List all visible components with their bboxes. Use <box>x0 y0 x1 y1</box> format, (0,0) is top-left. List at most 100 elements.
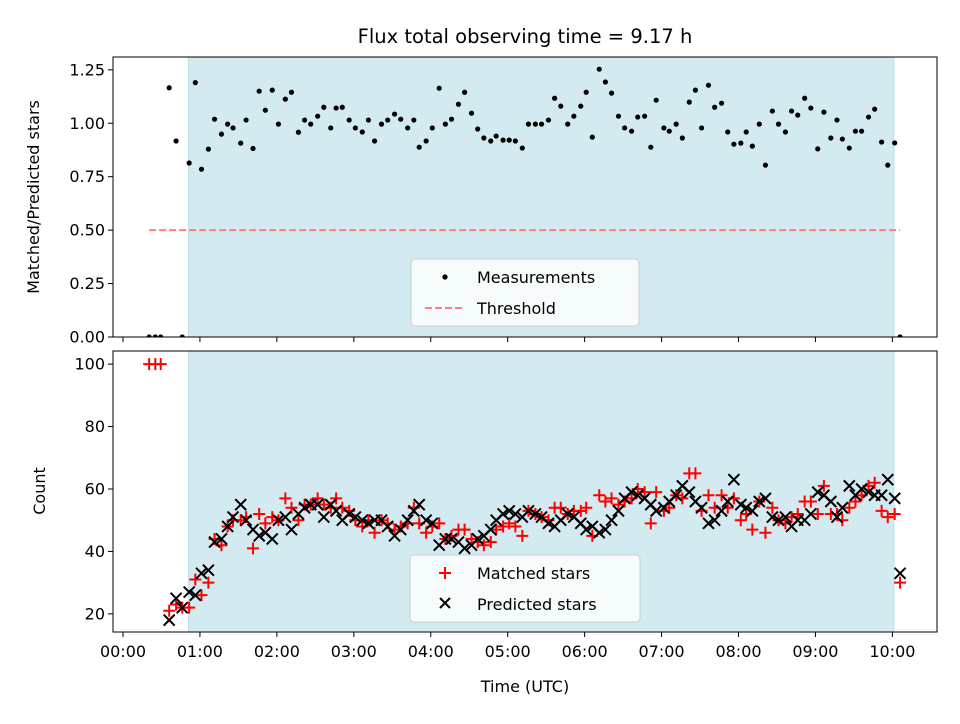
measurement-point <box>166 85 172 91</box>
measurement-point <box>538 121 545 127</box>
predicted-stars-point <box>362 517 375 530</box>
predicted-stars-point <box>669 489 683 502</box>
measurement-point <box>666 128 672 134</box>
matched-stars-point <box>888 507 901 520</box>
x-tick-label: 04:00 <box>408 642 454 661</box>
measurement-point <box>589 134 595 140</box>
matched-stars-point <box>849 495 862 508</box>
measurement-point <box>371 138 378 144</box>
matched-stars-point <box>580 501 593 514</box>
measurement-point <box>892 140 898 146</box>
axes-frame <box>112 56 938 338</box>
x-tick-label: 08:00 <box>715 642 761 661</box>
y-tick-label: 0.75 <box>69 167 105 186</box>
matched-stars-point <box>612 498 625 511</box>
predicted-stars-point <box>702 517 715 530</box>
predicted-stars-point <box>176 601 189 614</box>
predicted-stars-point <box>695 501 708 514</box>
measurement-point <box>346 117 352 123</box>
legend-measurements-label: Measurements <box>477 268 595 287</box>
measurement-point <box>596 66 602 72</box>
matched-stars-point <box>766 501 779 514</box>
predicted-stars-point <box>169 592 183 605</box>
x-tick-label: 02:00 <box>254 642 300 661</box>
predicted-stars-point <box>342 507 356 521</box>
measurement-point <box>718 100 725 106</box>
predicted-stars-point <box>252 529 266 543</box>
measurement-point <box>475 126 481 132</box>
measurement-point <box>186 160 192 166</box>
measurement-point <box>423 138 429 144</box>
matched-stars-point <box>791 507 804 520</box>
bottom-y-axis-label: Count <box>30 467 49 515</box>
axes-frame <box>112 350 938 633</box>
measurement-point <box>525 121 532 127</box>
predicted-stars-point <box>862 485 875 499</box>
y-tick-label: 100 <box>74 355 105 374</box>
measurement-point <box>321 104 327 110</box>
measurement-point <box>725 129 731 135</box>
measurement-point <box>571 113 577 119</box>
measurement-point <box>839 136 845 142</box>
predicted-stars-point <box>471 532 484 546</box>
matched-stars-point <box>894 576 907 589</box>
y-tick-label: 60 <box>85 480 105 499</box>
predicted-stars-point <box>381 520 394 533</box>
predicted-stars-point <box>419 514 433 527</box>
y-tick-label: 1.00 <box>69 114 105 133</box>
predicted-stars-point <box>766 510 779 524</box>
measurement-point <box>782 129 789 135</box>
matched-stars-point <box>599 495 612 508</box>
measurement-point <box>545 117 552 123</box>
measurement-point <box>743 129 749 135</box>
y-tick-label: 0.25 <box>69 274 105 293</box>
measurement-point <box>653 97 659 103</box>
matched-stars-point <box>433 517 446 530</box>
measurement-point <box>158 334 164 337</box>
measurement-point <box>738 140 744 146</box>
measurement-point <box>846 145 852 151</box>
measurement-point <box>705 82 712 88</box>
measurement-point <box>339 104 345 110</box>
predicted-stars-point <box>311 498 324 511</box>
measurement-point <box>365 117 372 123</box>
predicted-stars-point <box>753 495 766 508</box>
measurement-point <box>269 87 275 93</box>
predicted-stars-point <box>349 510 362 524</box>
measurement-point <box>275 121 282 127</box>
predicted-stars-point <box>631 489 644 502</box>
measurement-point <box>192 80 198 86</box>
measurement-point <box>500 137 506 143</box>
measurement-point <box>673 121 679 127</box>
measurement-point <box>225 121 231 127</box>
predicted-stars-point <box>579 523 593 536</box>
predicted-stars-point <box>426 517 439 530</box>
matched-stars-point <box>484 536 497 549</box>
measurement-point <box>146 334 152 337</box>
predicted-stars-point <box>888 492 901 505</box>
measurement-point <box>602 79 608 85</box>
predicted-stars-point <box>708 514 721 527</box>
predicted-stars-point <box>715 504 728 518</box>
matched-stars-point <box>746 523 759 536</box>
predicted-stars-point <box>182 585 196 599</box>
x-tick-label: 03:00 <box>331 642 377 661</box>
matched-stars-point <box>804 495 817 508</box>
predicted-stars-point <box>503 504 516 518</box>
measurement-point <box>615 113 622 119</box>
measurement-point <box>442 121 448 127</box>
predicted-stars-point <box>445 532 458 546</box>
predicted-stars-point <box>727 473 741 486</box>
measurement-point <box>173 138 179 144</box>
predicted-stars-point <box>162 613 176 627</box>
measurement-point <box>821 109 827 115</box>
measurement-point <box>218 131 225 137</box>
predicted-stars-point <box>772 514 785 527</box>
matched-stars-point <box>183 601 196 614</box>
matched-stars-point <box>715 489 728 502</box>
legend-threshold-label: Threshold <box>476 299 556 318</box>
matched-stars-point <box>195 589 208 602</box>
x-tick-label: 00:00 <box>100 642 146 661</box>
measurement-point <box>295 129 302 135</box>
predicted-stars-point <box>285 523 298 536</box>
